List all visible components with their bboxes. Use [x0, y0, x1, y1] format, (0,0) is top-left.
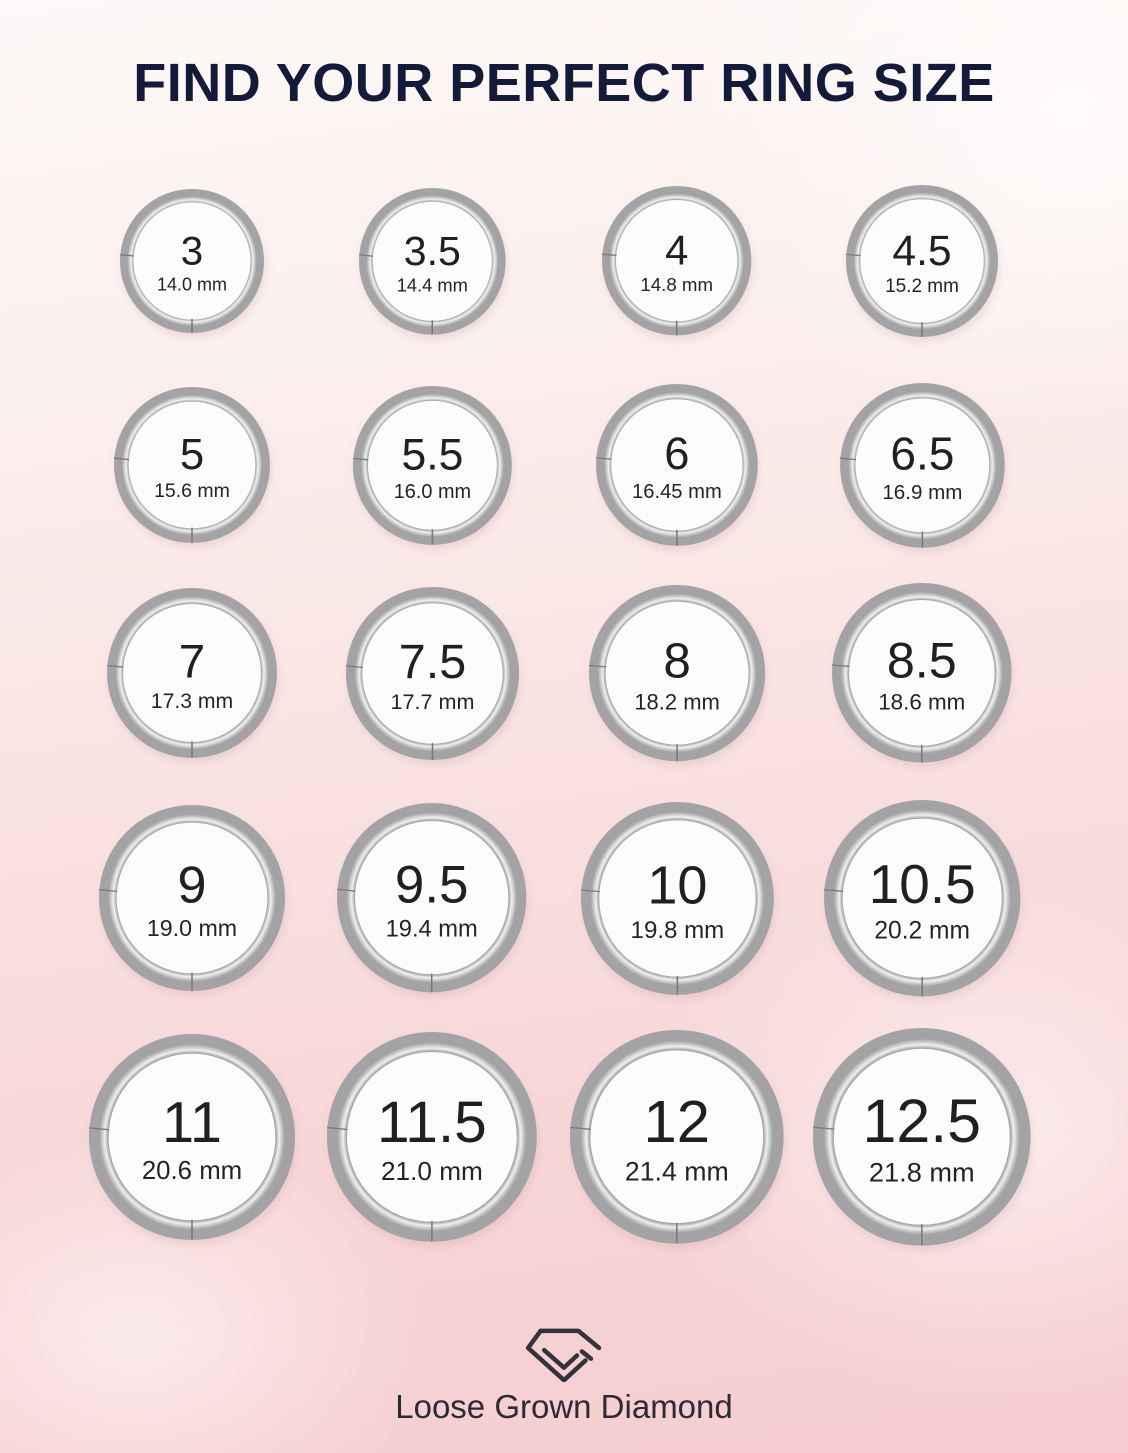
- svg-text:12: 12: [644, 1088, 711, 1155]
- svg-text:9: 9: [178, 857, 207, 915]
- svg-text:21.8 mm: 21.8 mm: [869, 1157, 975, 1188]
- svg-text:19.4 mm: 19.4 mm: [386, 917, 478, 943]
- svg-text:18.2 mm: 18.2 mm: [634, 689, 720, 714]
- svg-text:9.5: 9.5: [395, 856, 469, 915]
- svg-text:16.9 mm: 16.9 mm: [882, 481, 962, 504]
- svg-text:21.4 mm: 21.4 mm: [625, 1157, 729, 1187]
- svg-text:15.6 mm: 15.6 mm: [154, 480, 230, 502]
- svg-text:3.5: 3.5: [403, 228, 460, 274]
- svg-text:14.8 mm: 14.8 mm: [641, 275, 714, 296]
- svg-text:11: 11: [162, 1091, 222, 1155]
- svg-text:16.0 mm: 16.0 mm: [393, 481, 470, 503]
- svg-text:5: 5: [180, 430, 204, 479]
- svg-text:10: 10: [647, 855, 707, 915]
- svg-text:12.5: 12.5: [863, 1087, 982, 1155]
- svg-text:14.4 mm: 14.4 mm: [396, 274, 467, 295]
- svg-text:7: 7: [179, 635, 205, 688]
- svg-text:20.6 mm: 20.6 mm: [142, 1157, 242, 1185]
- svg-text:11.5: 11.5: [377, 1090, 487, 1155]
- svg-text:5.5: 5.5: [401, 430, 463, 479]
- svg-text:17.3 mm: 17.3 mm: [151, 690, 233, 713]
- svg-text:20.2 mm: 20.2 mm: [874, 917, 970, 944]
- svg-text:4.5: 4.5: [892, 227, 951, 275]
- svg-text:21.0 mm: 21.0 mm: [381, 1156, 483, 1186]
- svg-text:10.5: 10.5: [868, 853, 975, 915]
- svg-text:19.0 mm: 19.0 mm: [147, 915, 237, 941]
- svg-text:15.2 mm: 15.2 mm: [885, 276, 959, 297]
- svg-text:7.5: 7.5: [398, 634, 465, 688]
- svg-text:4: 4: [665, 227, 688, 274]
- svg-text:14.0 mm: 14.0 mm: [157, 275, 227, 295]
- svg-text:3: 3: [181, 229, 203, 274]
- svg-text:19.8 mm: 19.8 mm: [630, 917, 724, 944]
- svg-text:8.5: 8.5: [887, 631, 957, 688]
- svg-text:16.45 mm: 16.45 mm: [632, 481, 722, 503]
- svg-text:18.6 mm: 18.6 mm: [878, 690, 965, 715]
- svg-text:8: 8: [663, 633, 690, 688]
- svg-text:6: 6: [664, 428, 689, 479]
- svg-text:6.5: 6.5: [890, 427, 954, 479]
- svg-text:17.7 mm: 17.7 mm: [390, 688, 474, 713]
